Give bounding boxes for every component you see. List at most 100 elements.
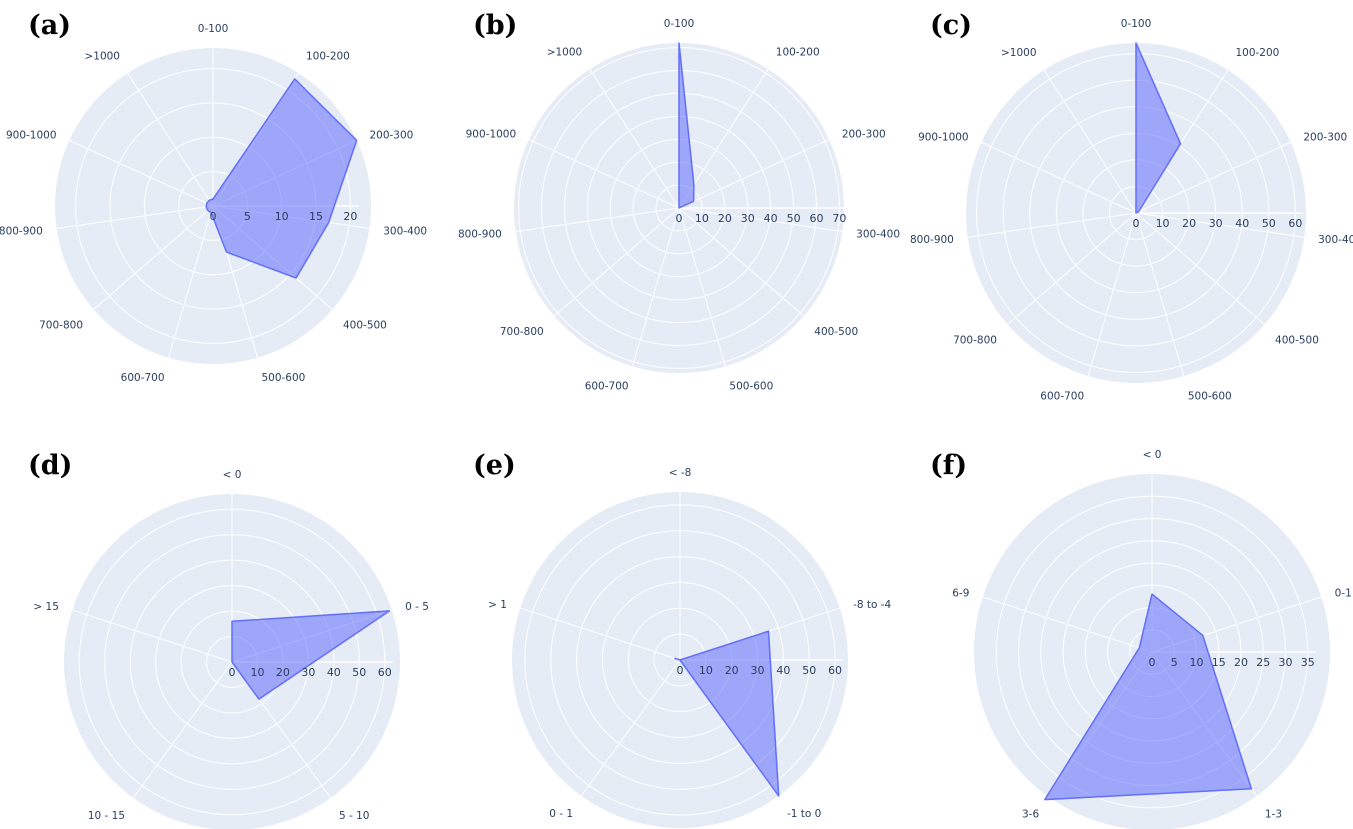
category-label: 700-800 (500, 326, 544, 338)
category-label: > 15 (33, 601, 59, 613)
category-label: 400-500 (1275, 334, 1319, 346)
category-label: > 1 (488, 599, 507, 611)
radar-panel: (a) 0 5 10 15 20 0-100 100-200 200-300 300-400 400… (0, 10, 427, 384)
category-label: 900-1000 (6, 130, 57, 142)
radial-tick-label: 70 (832, 212, 846, 225)
grid-spoke (528, 139, 680, 209)
grid-spoke (1087, 212, 1137, 377)
category-label: 900-1000 (466, 129, 517, 141)
radial-tick-label: 20 (1182, 217, 1196, 230)
series-area (1044, 593, 1253, 801)
category-label: 700-800 (953, 334, 997, 346)
radial-tick-label: 35 (1301, 656, 1315, 669)
grid-spoke (520, 607, 681, 661)
category-label: 700-800 (39, 320, 83, 332)
radial-tick-label: 15 (309, 210, 323, 223)
category-label: 6-9 (952, 588, 969, 600)
category-label: 500-600 (1188, 391, 1232, 403)
category-label: 900-1000 (918, 132, 969, 144)
category-label: < -8 (669, 467, 692, 479)
grid-spoke (56, 205, 214, 229)
panel-label: (a) (28, 10, 71, 41)
radial-tick-label: 40 (327, 666, 341, 679)
category-label: >1000 (84, 50, 120, 62)
category-label: -8 to -4 (853, 599, 891, 611)
radial-tick-label: 20 (343, 210, 357, 223)
grid-spoke (589, 68, 680, 209)
radial-tick-label: 10 (275, 210, 289, 223)
category-label: 800-900 (458, 228, 502, 240)
panel-label: (e) (473, 450, 516, 481)
category-label: 600-700 (585, 381, 629, 393)
category-label: 600-700 (121, 372, 165, 384)
radial-tick-label: 0 (1133, 217, 1140, 230)
radial-tick-label: 50 (787, 212, 801, 225)
category-label: 300-400 (1318, 234, 1353, 246)
grid-spoke (553, 207, 680, 317)
radial-tick-label: 20 (725, 664, 739, 677)
grid-spoke (1007, 212, 1137, 325)
category-label: 500-600 (261, 372, 305, 384)
category-label: 0 - 5 (405, 601, 429, 613)
category-label: >1000 (1001, 47, 1037, 59)
grid-spoke (982, 596, 1153, 653)
radial-tick-label: 30 (741, 212, 755, 225)
radial-tick-label: 25 (1256, 656, 1270, 669)
grid-spoke (1043, 69, 1137, 214)
grid-spoke (678, 139, 830, 209)
grid-spoke (678, 207, 805, 317)
grid-spoke (580, 659, 681, 797)
grid-spoke (69, 139, 214, 207)
category-label: 0-100 (198, 23, 229, 35)
radial-tick-label: 60 (828, 664, 842, 677)
category-label: 100-200 (306, 50, 350, 62)
radial-tick-label: 50 (802, 664, 816, 677)
radial-tick-label: 30 (1209, 217, 1223, 230)
category-label: 100-200 (1235, 47, 1279, 59)
category-label: -1 to 0 (787, 808, 821, 820)
grid-spoke (132, 661, 233, 799)
radial-tick-label: 10 (1190, 656, 1204, 669)
category-label: 1-3 (1265, 808, 1282, 820)
category-label: 300-400 (383, 225, 427, 237)
category-label: 5 - 10 (339, 810, 370, 822)
category-label: < 0 (1143, 449, 1162, 461)
category-label: 0-1 (1335, 588, 1352, 600)
grid-spoke (93, 205, 214, 310)
radial-tick-label: 40 (764, 212, 778, 225)
grid-spoke (127, 72, 214, 207)
panel-label: (f) (930, 450, 967, 481)
radial-tick-label: 10 (699, 664, 713, 677)
grid-spoke (1135, 212, 1305, 238)
category-label: 800-900 (0, 225, 43, 237)
radial-tick-label: 5 (244, 210, 251, 223)
series-area (231, 610, 391, 700)
series-area (678, 42, 695, 209)
series-area (205, 78, 358, 279)
radial-tick-label: 0 (1149, 656, 1156, 669)
category-label: 300-400 (856, 228, 900, 240)
radial-tick-label: 20 (276, 666, 290, 679)
radial-tick-label: 30 (301, 666, 315, 679)
category-label: 3-6 (1022, 808, 1039, 820)
grid-spoke (515, 207, 680, 232)
panel-label: (b) (473, 10, 517, 41)
radar-panel: (c) 0 10 20 30 40 50 60 0-100 100-200 200-300 300-4… (910, 10, 1353, 403)
radial-tick-label: 40 (1235, 217, 1249, 230)
series-area (1135, 42, 1182, 214)
radial-tick-label: 30 (1279, 656, 1293, 669)
panel-label: (c) (930, 10, 972, 41)
category-label: 800-900 (910, 234, 954, 246)
grid-spoke (981, 141, 1137, 214)
category-label: 0-100 (1121, 18, 1152, 30)
radial-tick-label: 10 (250, 666, 264, 679)
radial-tick-label: 0 (210, 210, 217, 223)
category-label: 500-600 (729, 381, 773, 393)
radial-tick-label: 0 (229, 666, 236, 679)
grid-spoke (678, 207, 843, 232)
category-label: 400-500 (343, 320, 387, 332)
category-label: 200-300 (842, 129, 886, 141)
category-label: 200-300 (1303, 132, 1347, 144)
radial-tick-label: 0 (676, 212, 683, 225)
category-label: 10 - 15 (88, 810, 125, 822)
